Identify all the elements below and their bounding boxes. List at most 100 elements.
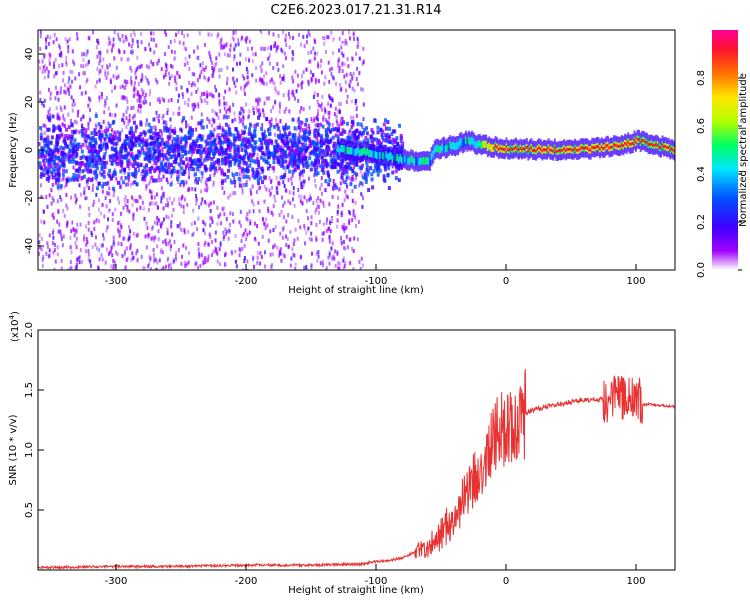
heatmap-cell xyxy=(221,157,225,162)
heatmap-cell xyxy=(201,61,204,66)
heatmap-cell xyxy=(144,47,147,52)
heatmap-cell xyxy=(377,140,381,145)
heatmap-cell xyxy=(208,51,211,56)
heatmap-cell xyxy=(178,74,181,79)
heatmap-cell xyxy=(264,117,268,122)
heatmap-cell xyxy=(43,165,47,170)
heatmap-cell xyxy=(309,151,313,156)
heatmap-cell xyxy=(154,144,158,149)
heatmap-cell xyxy=(349,128,352,133)
heatmap-cell xyxy=(267,128,270,133)
heatmap-cell xyxy=(282,73,285,78)
heatmap-cell xyxy=(188,156,192,161)
heatmap-cell xyxy=(236,157,240,162)
heatmap-cell xyxy=(95,186,99,191)
heatmap-cell xyxy=(659,146,662,150)
heatmap-cell xyxy=(63,213,66,218)
heatmap-cell xyxy=(94,140,98,145)
heatmap-cell xyxy=(212,68,215,73)
heatmap-cell xyxy=(330,246,333,251)
heatmap-cell xyxy=(286,143,290,148)
heatmap-cell xyxy=(215,61,218,66)
heatmap-cell xyxy=(374,137,378,142)
heatmap-cell xyxy=(292,159,296,164)
heatmap-cell xyxy=(299,128,302,133)
heatmap-cell xyxy=(53,74,56,79)
heatmap-cell xyxy=(282,121,285,126)
heatmap-cell xyxy=(306,216,309,221)
heatmap-cell xyxy=(232,219,235,224)
heatmap-cell xyxy=(307,79,310,84)
heatmap-cell xyxy=(273,81,276,86)
heatmap-cell xyxy=(150,141,154,146)
heatmap-cell xyxy=(197,216,200,221)
heatmap-cell xyxy=(180,204,183,209)
heatmap-cell xyxy=(328,246,331,251)
heatmap-cell xyxy=(148,150,152,155)
heatmap-cell xyxy=(336,46,339,51)
heatmap-cell xyxy=(248,176,251,181)
heatmap-cell xyxy=(76,32,79,37)
heatmap-cell xyxy=(320,58,323,63)
heatmap-cell xyxy=(118,137,122,142)
heatmap-cell xyxy=(123,236,126,241)
heatmap-cell xyxy=(211,117,214,122)
heatmap-cell xyxy=(48,107,51,112)
heatmap-cell xyxy=(71,79,74,84)
heatmap-cell xyxy=(203,221,206,226)
heatmap-cell xyxy=(139,64,142,69)
heatmap-cell xyxy=(342,171,346,176)
heatmap-cell xyxy=(121,33,124,38)
heatmap-cell xyxy=(218,98,221,103)
heatmap-cell xyxy=(175,144,179,149)
heatmap-cell xyxy=(425,157,428,165)
heatmap-cell xyxy=(161,96,164,101)
heatmap-cell xyxy=(287,244,290,249)
heatmap-cell xyxy=(213,170,216,175)
heatmap-cell xyxy=(352,267,355,270)
heatmap-cell xyxy=(328,129,332,134)
heatmap-cell xyxy=(383,118,387,123)
heatmap-cell xyxy=(238,215,241,220)
heatmap-cell xyxy=(243,84,246,89)
heatmap-cell xyxy=(83,190,86,195)
heatmap-cell xyxy=(142,205,145,210)
heatmap-cell xyxy=(69,260,72,265)
heatmap-cell xyxy=(128,209,131,214)
heatmap-cell xyxy=(244,174,248,179)
heatmap-cell xyxy=(305,146,309,151)
heatmap-cell xyxy=(157,205,160,210)
heatmap-cell xyxy=(54,57,57,62)
heatmap-cell xyxy=(131,50,134,55)
heatmap-cell xyxy=(332,37,335,42)
heatmap-cell xyxy=(281,153,285,158)
heatmap-cell xyxy=(43,98,46,103)
heatmap-cell xyxy=(42,103,45,108)
heatmap-cell xyxy=(351,246,354,251)
heatmap-cell xyxy=(246,217,249,222)
heatmap-cell xyxy=(219,45,222,50)
heatmap-cell xyxy=(634,140,637,144)
heatmap-cell xyxy=(167,127,171,132)
heatmap-cell xyxy=(138,98,141,103)
heatmap-cell xyxy=(108,208,111,213)
heatmap-cell xyxy=(336,218,339,223)
heatmap-cell xyxy=(124,96,127,101)
heatmap-cell xyxy=(219,142,223,147)
heatmap-cell xyxy=(132,197,135,202)
heatmap-cell xyxy=(351,147,354,155)
heatmap-cell xyxy=(257,47,260,52)
heatmap-cell xyxy=(175,137,179,142)
heatmap-cell xyxy=(133,85,136,90)
heatmap-cell xyxy=(329,153,333,158)
heatmap-cell xyxy=(218,247,221,252)
heatmap-cell xyxy=(317,132,321,137)
heatmap-cell xyxy=(356,122,360,127)
heatmap-cell xyxy=(274,86,277,91)
heatmap-cell xyxy=(138,142,142,147)
heatmap-cell xyxy=(241,35,244,40)
heatmap-cell xyxy=(220,67,223,72)
heatmap-cell xyxy=(163,145,167,150)
heatmap-cell xyxy=(489,144,492,152)
heatmap-cell xyxy=(343,198,346,203)
